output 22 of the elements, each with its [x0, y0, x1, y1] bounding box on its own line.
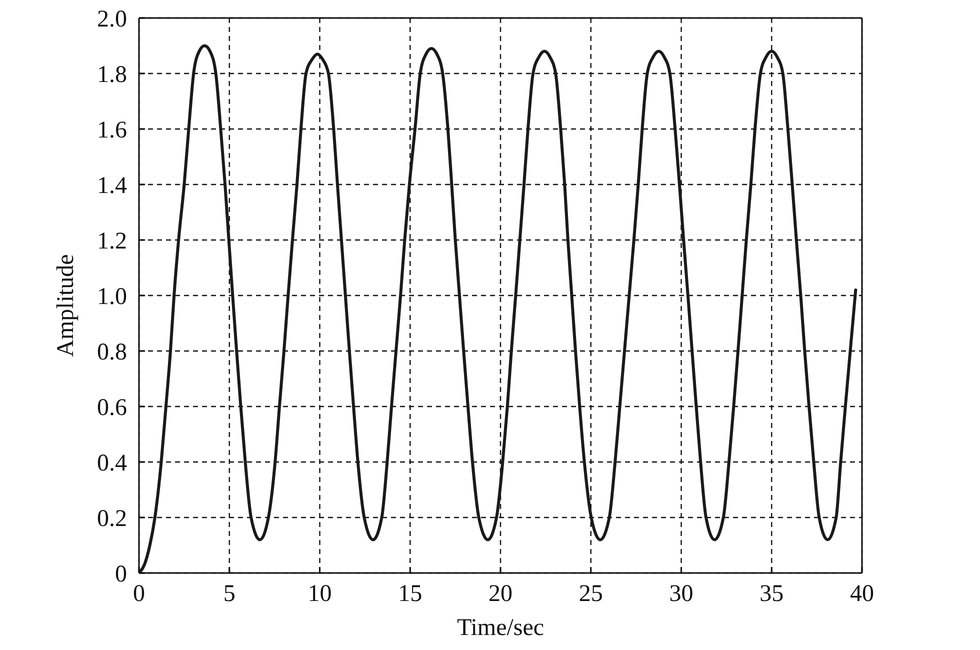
x-tick-label: 25 — [578, 581, 603, 608]
y-tick-label: 1.8 — [97, 62, 127, 88]
x-tick-label: 5 — [223, 581, 236, 608]
y-tick-label: 1.2 — [97, 228, 127, 255]
y-tick-label: 0.8 — [97, 340, 127, 366]
y-tick-label: 1.4 — [97, 173, 127, 200]
x-tick-label: 0 — [133, 581, 145, 608]
y-axis-title: Amplitude — [53, 254, 79, 357]
x-tick-label: 20 — [488, 581, 512, 608]
y-tick-label: 1.6 — [97, 118, 127, 144]
y-tick-label: 0 — [115, 562, 127, 588]
x-tick-label: 10 — [308, 581, 332, 608]
x-tick-label: 35 — [760, 581, 784, 608]
x-tick-label: 30 — [669, 581, 694, 608]
x-tick-label: 40 — [850, 581, 874, 608]
y-tick-label: 0.6 — [97, 395, 127, 422]
x-axis-title: Time/sec — [456, 615, 544, 641]
y-tick-label: 2.0 — [97, 6, 127, 33]
y-tick-label: 1.0 — [97, 284, 127, 310]
y-tick-label: 0.4 — [97, 450, 127, 477]
x-tick-label: 15 — [398, 581, 422, 608]
y-tick-label: 0.2 — [97, 506, 127, 532]
